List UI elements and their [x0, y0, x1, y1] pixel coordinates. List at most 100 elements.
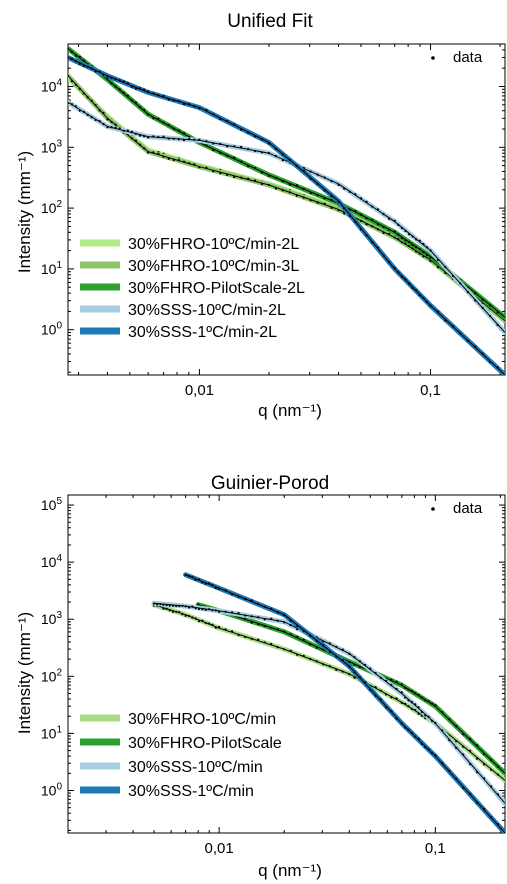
- data-point: [315, 646, 318, 649]
- data-point: [335, 655, 338, 658]
- data-point: [302, 638, 305, 642]
- data-point: [434, 754, 437, 757]
- data-point: [219, 172, 222, 175]
- data-point: [68, 102, 70, 105]
- y-tick-label: 100: [41, 781, 63, 798]
- data-point: [474, 345, 477, 348]
- data-point: [263, 624, 266, 628]
- data-point: [462, 786, 465, 789]
- data-point: [244, 597, 247, 601]
- data-point: [397, 238, 400, 241]
- data-point: [289, 619, 292, 622]
- data-legend-marker: [431, 507, 435, 511]
- data-point: [74, 83, 77, 86]
- data-point: [407, 699, 410, 702]
- data-point: [114, 85, 117, 88]
- data-point: [474, 292, 477, 295]
- data-point: [162, 607, 165, 610]
- data-point: [397, 233, 400, 236]
- data-point: [328, 642, 331, 645]
- data-point: [257, 602, 260, 606]
- data-point: [214, 586, 217, 590]
- y-tick-label: 103: [41, 138, 63, 155]
- data-point: [191, 605, 194, 608]
- data-point: [415, 238, 418, 241]
- data-point: [358, 665, 361, 669]
- data-point: [496, 311, 499, 314]
- data-point: [365, 223, 368, 226]
- data-point: [322, 644, 325, 647]
- data-point: [98, 109, 101, 112]
- data-point: [172, 137, 175, 140]
- data-point: [496, 366, 499, 369]
- data-point: [152, 602, 156, 605]
- data-point: [371, 225, 374, 228]
- y-axis-label: Intensity (mm⁻¹): [15, 151, 34, 273]
- data-point: [181, 613, 184, 616]
- data-point: [68, 74, 70, 77]
- data-point: [400, 241, 403, 244]
- data-point: [322, 663, 325, 666]
- data-point: [436, 310, 440, 313]
- plot-frame: [67, 494, 506, 834]
- data-point: [369, 667, 372, 670]
- data-point: [74, 60, 77, 63]
- data-point: [414, 735, 417, 738]
- data-point: [309, 657, 312, 661]
- data-point: [172, 127, 175, 130]
- data-point: [371, 218, 374, 221]
- data-point: [441, 762, 444, 765]
- data-point: [417, 693, 420, 697]
- data-point: [171, 604, 175, 607]
- x-tick-label: 0,01: [185, 382, 214, 399]
- data-point: [330, 195, 333, 198]
- data-point: [122, 129, 125, 132]
- data-point: [371, 241, 374, 244]
- data-point: [429, 304, 432, 307]
- data-point: [102, 73, 105, 76]
- data-point: [296, 628, 299, 631]
- data-point: [302, 654, 305, 658]
- data-point: [110, 126, 113, 129]
- data-point: [395, 680, 398, 683]
- data-point: [211, 609, 214, 612]
- data-point: [276, 619, 279, 622]
- data-point: [374, 694, 377, 697]
- data-point: [78, 55, 81, 59]
- data-point: [429, 249, 432, 252]
- data-point: [218, 610, 221, 613]
- data-point: [422, 242, 425, 246]
- data-point: [156, 603, 159, 606]
- data-point: [94, 118, 97, 121]
- data-point: [341, 659, 344, 662]
- data-point: [466, 339, 469, 342]
- data-point: [247, 131, 250, 134]
- data-point: [418, 239, 421, 242]
- data-point: [353, 663, 356, 666]
- data-point: [231, 593, 234, 596]
- data-point: [376, 246, 379, 249]
- data-point: [167, 98, 170, 101]
- data-point: [118, 79, 121, 82]
- data-point: [323, 176, 326, 179]
- data-point: [130, 130, 133, 133]
- data-point: [70, 57, 73, 61]
- legend-label: 30%SSS-1ºC/min-2L: [128, 324, 277, 341]
- data-point: [411, 235, 414, 238]
- data-point: [187, 606, 191, 609]
- data-point: [152, 92, 155, 95]
- data-point: [167, 157, 170, 160]
- data-point: [316, 194, 319, 197]
- data-point: [165, 607, 168, 611]
- plot-area: [68, 46, 505, 375]
- data-point: [162, 121, 165, 124]
- data-point: [425, 300, 429, 304]
- data-point: [233, 145, 236, 148]
- data-point: [434, 704, 437, 707]
- legend-label: 30%SSS-10ºC/min-2L: [128, 302, 286, 319]
- data-point: [130, 137, 133, 140]
- data-point: [337, 200, 340, 204]
- data-point: [420, 742, 423, 745]
- data-point: [226, 145, 229, 148]
- data-point: [193, 105, 196, 108]
